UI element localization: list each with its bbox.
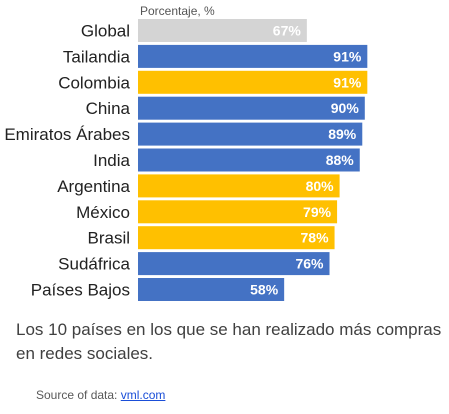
- value-label-7: 79%: [303, 204, 332, 220]
- bar-1: [138, 44, 368, 68]
- bar-5: [138, 148, 360, 172]
- axis-unit-label: Porcentaje, %: [140, 4, 215, 18]
- category-label-9: Sudáfrica: [58, 255, 130, 274]
- bar-9: [138, 252, 330, 276]
- category-label-2: Colombia: [58, 73, 130, 92]
- category-label-0: Global: [81, 22, 130, 41]
- value-label-3: 90%: [331, 100, 360, 116]
- category-label-3: China: [86, 99, 131, 118]
- category-label-6: Argentina: [57, 177, 130, 196]
- value-label-6: 80%: [306, 178, 335, 194]
- value-label-8: 78%: [301, 230, 330, 246]
- bar-chart: Global 67% Tailandia 91% Colombia 91% China 90%…: [4, 19, 368, 301]
- bar-7: [138, 200, 338, 224]
- bar-4: [138, 122, 363, 146]
- value-label-0: 67%: [273, 23, 302, 39]
- value-label-2: 91%: [333, 74, 362, 90]
- value-label-5: 88%: [326, 152, 355, 168]
- source-line: Source of data: vml.com: [36, 388, 165, 402]
- value-label-4: 89%: [328, 126, 357, 142]
- category-label-8: Brasil: [87, 229, 130, 248]
- value-label-10: 58%: [250, 282, 279, 298]
- source-link[interactable]: vml.com: [120, 388, 166, 402]
- chart-caption: Los 10 países en los que se han realizad…: [16, 320, 442, 363]
- category-label-1: Tailandia: [63, 47, 131, 66]
- category-label-4: Emiratos Árabes: [4, 125, 130, 144]
- bar-0: [138, 19, 307, 42]
- category-label-5: India: [93, 151, 130, 170]
- source-prefix: Source of data:: [36, 388, 121, 402]
- bar-10: [138, 278, 285, 301]
- bar-6: [138, 174, 340, 198]
- bar-8: [138, 226, 335, 250]
- bar-2: [138, 70, 368, 94]
- bar-3: [138, 96, 365, 120]
- category-label-7: México: [76, 203, 130, 222]
- category-label-10: Países Bajos: [31, 281, 130, 300]
- value-label-9: 76%: [295, 256, 324, 272]
- value-label-1: 91%: [333, 48, 362, 64]
